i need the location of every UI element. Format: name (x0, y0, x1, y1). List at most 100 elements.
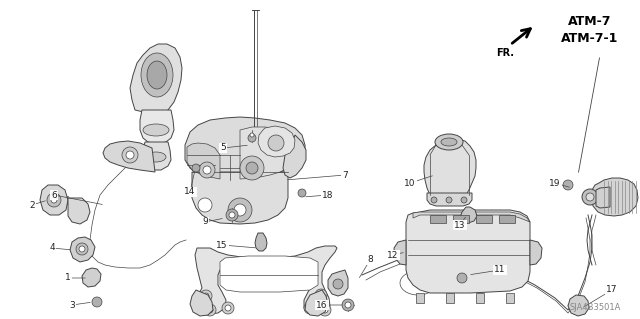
Circle shape (318, 292, 324, 298)
Text: 18: 18 (323, 190, 333, 199)
Bar (476, 293, 484, 303)
Circle shape (446, 197, 452, 203)
Text: 9: 9 (202, 218, 208, 226)
Circle shape (246, 162, 258, 174)
Circle shape (298, 189, 306, 197)
Text: ATM-7
ATM-7-1: ATM-7 ATM-7-1 (561, 15, 619, 45)
Bar (499, 215, 515, 223)
Circle shape (307, 305, 313, 311)
Polygon shape (187, 143, 220, 179)
Text: 19: 19 (549, 179, 561, 188)
Polygon shape (70, 237, 95, 262)
Polygon shape (190, 290, 213, 316)
Circle shape (234, 204, 246, 216)
Polygon shape (220, 256, 318, 292)
Circle shape (122, 147, 138, 163)
Text: FR.: FR. (496, 48, 514, 58)
Text: 5: 5 (220, 144, 226, 152)
Circle shape (586, 193, 594, 201)
Polygon shape (591, 178, 638, 216)
Circle shape (51, 197, 57, 203)
Bar (446, 293, 454, 303)
Ellipse shape (146, 152, 166, 162)
Polygon shape (427, 193, 472, 206)
Text: 10: 10 (404, 179, 416, 188)
Circle shape (250, 133, 254, 137)
Bar (453, 215, 469, 223)
Circle shape (222, 302, 234, 314)
Circle shape (229, 212, 235, 218)
Circle shape (431, 197, 437, 203)
Polygon shape (568, 295, 589, 316)
Text: SJA4B3501A: SJA4B3501A (570, 303, 621, 313)
Ellipse shape (441, 138, 457, 146)
Circle shape (322, 307, 328, 313)
Circle shape (226, 209, 238, 221)
Bar (506, 293, 514, 303)
Polygon shape (283, 135, 306, 178)
Polygon shape (530, 240, 542, 265)
Circle shape (92, 297, 102, 307)
Polygon shape (258, 126, 295, 157)
Polygon shape (255, 233, 267, 251)
Ellipse shape (141, 53, 173, 97)
Text: 2: 2 (29, 201, 35, 210)
Circle shape (345, 302, 351, 308)
Polygon shape (40, 185, 68, 215)
Circle shape (47, 193, 61, 207)
Text: 7: 7 (342, 170, 348, 180)
Circle shape (268, 135, 284, 151)
Polygon shape (185, 117, 305, 180)
Text: 17: 17 (606, 286, 618, 294)
Circle shape (126, 151, 134, 159)
Circle shape (240, 156, 264, 180)
Polygon shape (424, 139, 476, 195)
Text: 12: 12 (387, 250, 399, 259)
Circle shape (192, 164, 200, 172)
Polygon shape (460, 207, 477, 223)
Text: 8: 8 (367, 256, 373, 264)
Text: 11: 11 (494, 265, 506, 275)
Circle shape (198, 198, 212, 212)
Circle shape (319, 304, 331, 316)
Polygon shape (130, 44, 182, 114)
Polygon shape (103, 141, 155, 172)
Circle shape (333, 279, 343, 289)
Circle shape (204, 304, 216, 316)
Ellipse shape (147, 61, 167, 89)
Circle shape (315, 289, 327, 301)
Circle shape (248, 134, 256, 142)
Circle shape (199, 162, 215, 178)
Text: 1: 1 (65, 273, 71, 283)
Polygon shape (82, 268, 101, 287)
Bar (430, 215, 446, 223)
Circle shape (304, 302, 316, 314)
Polygon shape (240, 127, 302, 179)
Circle shape (228, 198, 252, 222)
Circle shape (76, 243, 88, 255)
Circle shape (200, 290, 212, 302)
Polygon shape (328, 270, 348, 296)
Circle shape (203, 166, 211, 174)
Ellipse shape (143, 124, 169, 136)
Circle shape (79, 246, 85, 252)
Polygon shape (305, 290, 328, 316)
Circle shape (225, 305, 231, 311)
Circle shape (203, 293, 209, 299)
Text: 6: 6 (51, 190, 57, 199)
Polygon shape (394, 240, 406, 265)
Bar (476, 215, 492, 223)
Polygon shape (143, 142, 171, 170)
Text: 3: 3 (69, 300, 75, 309)
Text: 16: 16 (316, 300, 328, 309)
Polygon shape (413, 212, 530, 222)
Text: 13: 13 (454, 220, 466, 229)
Polygon shape (406, 210, 530, 293)
Text: 15: 15 (216, 241, 228, 249)
Circle shape (342, 299, 354, 311)
Polygon shape (68, 198, 90, 224)
Polygon shape (140, 110, 174, 144)
Polygon shape (195, 246, 337, 314)
Circle shape (207, 307, 213, 313)
Text: 4: 4 (49, 243, 55, 253)
